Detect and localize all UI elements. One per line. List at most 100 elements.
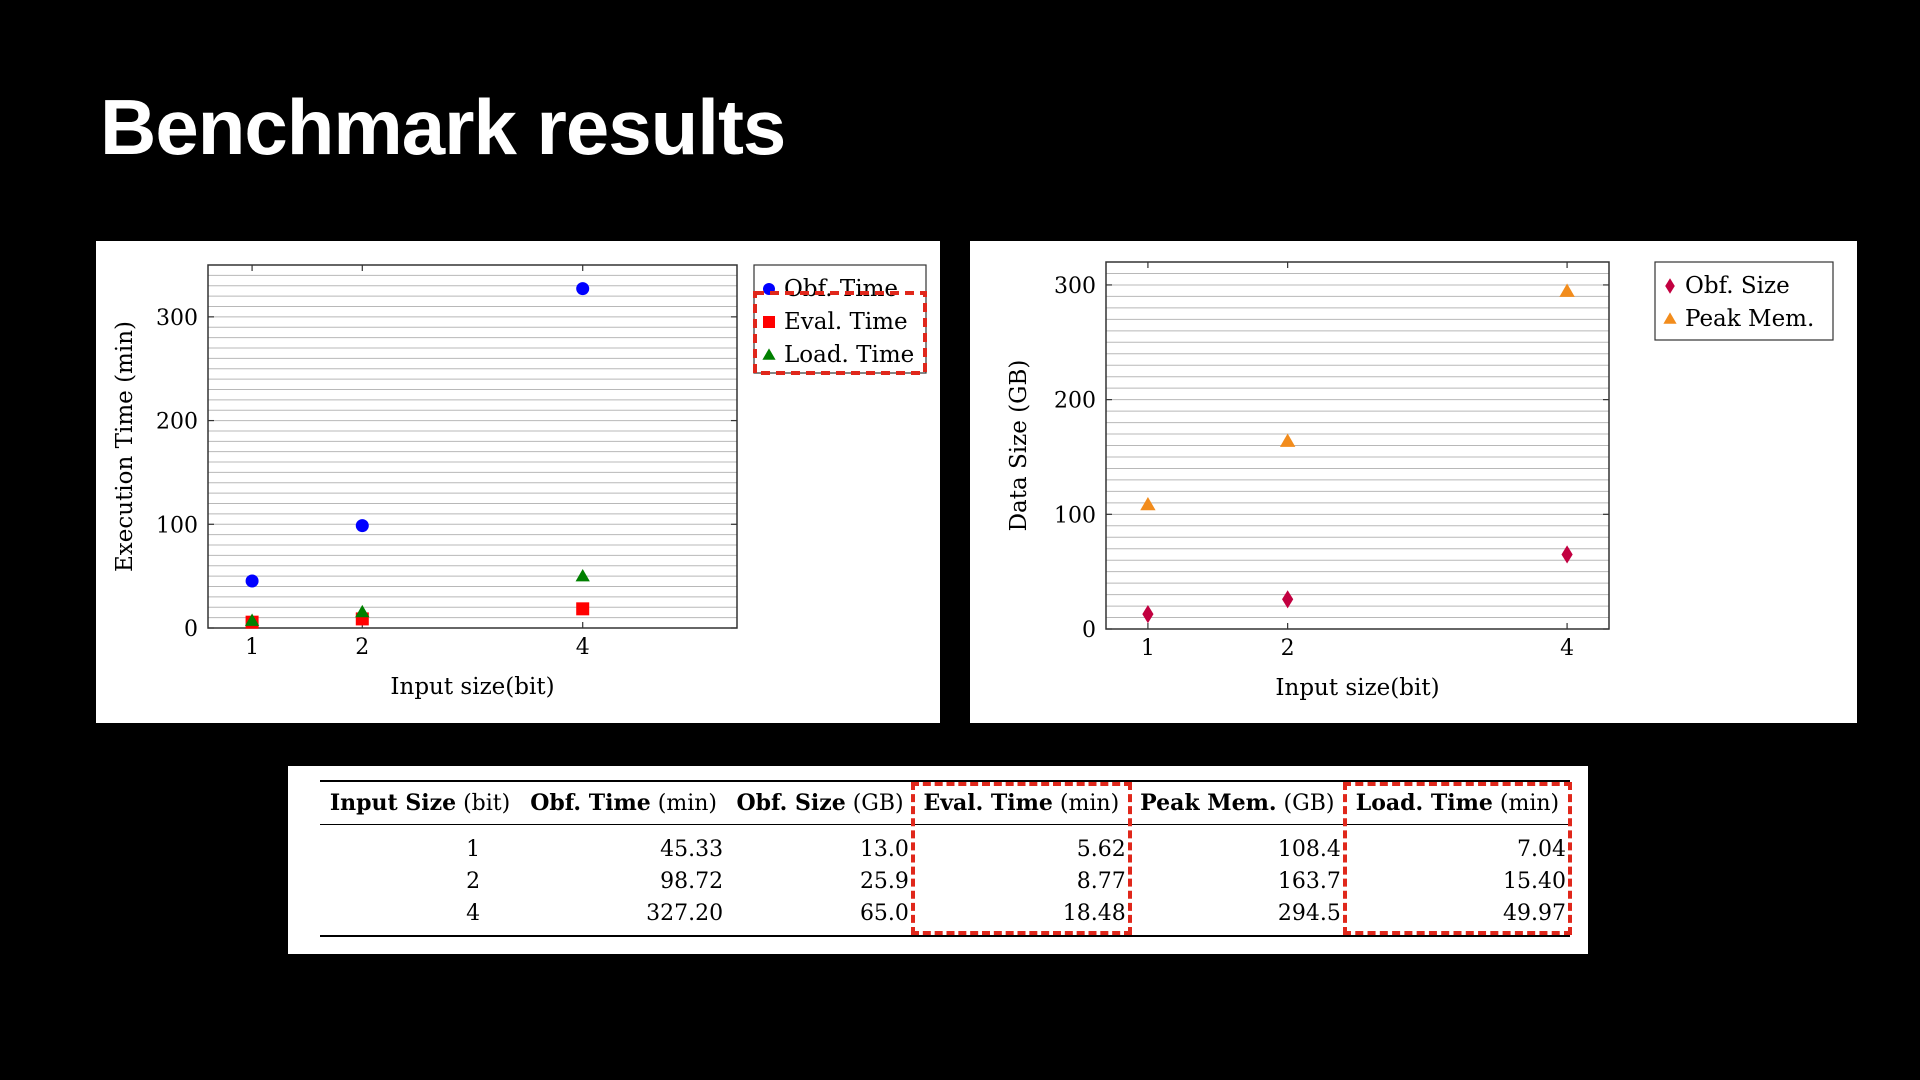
grid-lines [208,274,737,619]
y-tick-label: 300 [156,306,198,331]
table-cell: 294.5 [1129,897,1345,937]
data-point-peak-mem [1559,283,1575,297]
legend: Obf. Time Eval. Time Load. Time [753,264,927,374]
table-cell: 98.72 [660,868,724,894]
column-header-name: Peak Mem. [1140,790,1277,816]
table-cell: 327.20 [520,897,728,937]
table-cell: 1 [466,836,481,862]
x-tick-label: 4 [1560,636,1574,661]
column-header-name: Eval. Time [923,790,1053,816]
y-tick-label: 0 [184,617,198,642]
data-size-chart-panel: 1 2 4 0 100 200 300 Input size(bit) Data Size (G… [970,241,1857,723]
data-point-obf-size [1142,604,1154,624]
column-header-name: Obf. Size [736,790,846,816]
table-cell: 15.40 [1503,868,1566,894]
data-point-eval-time [576,602,590,616]
table-header-row: Input Size (bit) Obf. Time (min) Obf. Size… [320,780,1570,825]
series-eval-time [245,602,590,629]
table-cell: 108.4 [1277,836,1341,862]
y-tick-label: 200 [156,410,198,435]
data-point-load-time [355,604,370,618]
legend-label-load-time: Load. Time [784,342,914,368]
slide-title: Benchmark results [100,83,786,171]
series-load-time [244,569,590,626]
table-cell: 8.77 [1076,868,1126,894]
legend-label-eval-time: Eval. Time [784,309,908,335]
y-tick-label: 100 [1054,503,1096,528]
y-axis-label: Data Size (GB) [1006,360,1032,532]
grid-lines [1106,272,1609,619]
table-row: 2 98.72 25.9 8.77 163.7 15.40 [320,865,1570,897]
plot-frame [1105,261,1610,630]
x-tick-label: 1 [1141,636,1155,661]
column-header-load-time: Load. Time (min) [1344,780,1570,825]
series-peak-mem [1140,283,1575,511]
results-table: Input Size (bit) Obf. Time (min) Obf. Size… [320,780,1570,937]
data-point-load-time [244,613,260,626]
table-cell: 49.97 [1344,897,1570,937]
table-row: 1 45.33 13.0 5.62 108.4 7.04 [320,825,1570,866]
data-point-peak-mem [1279,433,1296,447]
column-header-name: Input Size [329,790,457,816]
table-cell: 7.04 [1517,836,1566,862]
legend-label-obf-time: Obf. Time [784,276,898,302]
x-tick-label: 1 [245,635,259,660]
legend-highlight-box [753,291,927,375]
legend: Obf. Size Peak Mem. [1654,261,1834,341]
column-header-name: Load. Time [1355,790,1493,816]
data-point-obf-time [355,519,369,533]
x-tick-label: 2 [355,635,369,660]
x-axis-label: Input size(bit) [390,674,554,700]
data-point-load-time [575,569,590,582]
x-tick-label: 2 [1281,636,1295,661]
table-cell: 25.9 [859,868,909,894]
plot-frame [207,264,738,629]
column-header-obf-size: Obf. Size (GB) [727,780,913,825]
legend-marker-load-time [762,348,776,360]
table-cell: 2 [466,868,481,894]
legend-box [1654,261,1834,341]
x-tick-label: 4 [576,635,590,660]
y-tick-label: 200 [1054,389,1096,414]
legend-box [753,264,927,374]
table-cell: 4 [320,897,521,937]
legend-marker-peak-mem [1663,312,1677,324]
y-tick-label: 300 [1054,274,1096,299]
column-header-unit: (min) [1052,791,1120,816]
legend-marker-eval-time [763,316,775,328]
data-point-peak-mem [1140,496,1156,511]
column-header-unit: (GB) [845,791,904,816]
column-header-unit: (GB) [1276,791,1335,816]
column-header-obf-time: Obf. Time (min) [520,780,728,825]
execution-time-chart: 1 2 4 0 100 200 300 Input size(bit) Execution Ti… [112,264,927,700]
table-cell: 45.33 [660,836,724,862]
data-point-obf-time [245,574,259,588]
table-row: 4 327.20 65.0 18.48 294.5 49.97 [320,897,1570,937]
legend-label-peak-mem: Peak Mem. [1685,306,1814,332]
column-header-input-size: Input Size (bit) [320,780,521,825]
data-size-chart: 1 2 4 0 100 200 300 Input size(bit) Data Size (G… [1006,261,1834,701]
series-obf-time [245,282,590,588]
table-cell: 163.7 [1277,868,1341,894]
y-tick-label: 100 [156,513,198,538]
column-header-unit: (min) [1492,791,1560,816]
x-axis-label: Input size(bit) [1275,675,1439,701]
column-header-unit: (bit) [456,791,511,816]
legend-label-obf-size: Obf. Size [1685,273,1790,299]
table-cell: 65.0 [727,897,913,937]
column-header-name: Obf. Time [530,790,651,816]
legend-marker-obf-size [1665,278,1675,294]
series-obf-size [1142,545,1573,624]
column-header-unit: (min) [650,791,717,816]
column-header-eval-time: Eval. Time (min) [912,780,1130,825]
data-point-obf-size [1282,590,1294,609]
data-point-obf-time [576,282,590,296]
data-point-obf-size [1561,545,1573,564]
y-axis-label: Execution Time (min) [112,321,138,572]
table-cell: 5.62 [1076,836,1126,862]
y-tick-label: 0 [1082,618,1096,643]
table-cell: 18.48 [912,897,1130,937]
results-table-panel: Input Size (bit) Obf. Time (min) Obf. Size… [288,766,1588,954]
table-cell: 13.0 [859,836,909,862]
execution-time-chart-panel: 1 2 4 0 100 200 300 Input size(bit) Execution Ti… [96,241,940,723]
